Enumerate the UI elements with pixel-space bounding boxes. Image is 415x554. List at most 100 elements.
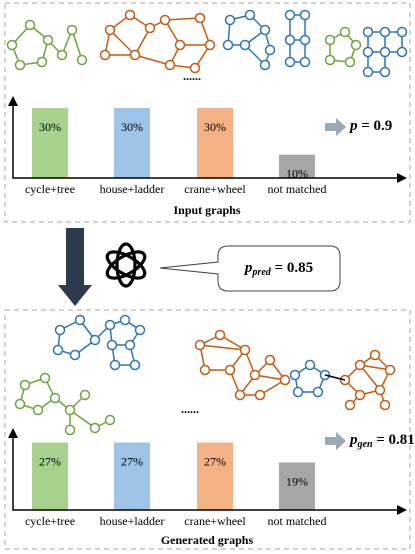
graph-node [299, 9, 311, 21]
axes [12, 98, 405, 179]
graph-node [299, 34, 311, 46]
graph-node [254, 389, 266, 401]
graph-node [32, 404, 44, 416]
graph-node [159, 14, 171, 26]
chart-title: Generated graphs [161, 533, 254, 547]
graph-node [362, 46, 374, 58]
graph-edge [199, 344, 246, 351]
graph-node [64, 404, 76, 416]
graph-node [6, 39, 18, 51]
graph-node [194, 12, 206, 24]
graph-node [204, 39, 216, 51]
pointer-arrow [325, 118, 346, 136]
graph-node [279, 374, 291, 386]
graph-node [36, 56, 48, 68]
graph-drawing [324, 26, 362, 68]
chart-title: Input graphs [173, 203, 240, 217]
callout-text: ppred = 0.85 [243, 260, 313, 278]
graph-node [239, 39, 251, 51]
graph-drawing [289, 359, 331, 398]
graph-node [362, 66, 374, 78]
graph-node [119, 314, 131, 326]
axes [12, 430, 405, 511]
graph-node [104, 414, 116, 426]
bar [197, 442, 233, 510]
graph-node [104, 24, 116, 36]
annotation-subscript: gen [357, 439, 373, 450]
pointer-arrow [325, 432, 346, 450]
axis-arrow [8, 96, 18, 106]
graph-node [234, 389, 246, 401]
graph-node [339, 26, 351, 38]
graph-edge [109, 29, 136, 56]
graph-node [189, 62, 201, 74]
graph-node [199, 364, 211, 376]
category-label: cycle+tree [25, 514, 75, 528]
graph-node [76, 54, 88, 66]
graph-node [129, 49, 141, 61]
category-label: house+ladder [100, 514, 165, 528]
graph-node [379, 26, 391, 38]
graph-node [344, 399, 356, 411]
graph-node [54, 324, 66, 336]
axis-arrow [397, 173, 407, 183]
llm-logo [105, 242, 147, 288]
value-label: 19% [286, 474, 308, 488]
graph-node [164, 59, 176, 71]
graph-drawing [99, 9, 216, 74]
graph-node [284, 56, 296, 68]
graph-node [324, 54, 336, 66]
graph-node [379, 46, 391, 58]
bar [32, 442, 68, 510]
annotation-value: = 0.81 [373, 432, 415, 448]
graph-node [379, 399, 391, 411]
graph-node [249, 369, 261, 381]
graph-node [69, 349, 81, 361]
graph-node [239, 344, 251, 356]
bar [197, 108, 233, 178]
graph-node [384, 364, 396, 376]
graph-node [354, 359, 366, 371]
graph-node [350, 39, 362, 51]
graph-node [284, 34, 296, 46]
graph-node [79, 389, 91, 401]
callout-bubble [159, 245, 341, 292]
bar [114, 108, 150, 178]
graph-edge [324, 374, 346, 381]
graph-node [374, 384, 386, 396]
graph-node [66, 24, 78, 36]
graph-node [134, 324, 146, 336]
graph-node [42, 34, 54, 46]
graph-node [99, 49, 111, 61]
graph-node [89, 334, 101, 346]
graph-node [362, 26, 374, 38]
value-label: 10% [286, 166, 308, 180]
value-label: 27% [204, 454, 226, 468]
category-label: cycle+tree [25, 182, 75, 196]
graph-node [124, 9, 136, 21]
generated-panel [4, 309, 411, 550]
category-label: not matched [268, 514, 327, 528]
graph-node [304, 359, 316, 371]
graph-node [174, 39, 186, 51]
graph-node [89, 422, 101, 434]
graph-node [19, 379, 31, 391]
graph-node [194, 339, 206, 351]
value-label: 27% [39, 454, 61, 468]
graph-node [324, 34, 336, 46]
graph-node [354, 389, 366, 401]
graph-node [106, 339, 118, 351]
graph-drawing [14, 372, 116, 436]
value-label: 30% [39, 120, 61, 134]
bar [279, 462, 315, 510]
graph-node [144, 22, 156, 34]
graph-node [289, 369, 301, 381]
graph-node [124, 339, 136, 351]
graph-node [74, 314, 86, 326]
value-label: 27% [121, 454, 143, 468]
graph-edge [71, 29, 83, 61]
graph-node [396, 46, 408, 58]
category-label: house+ladder [100, 182, 165, 196]
annotation: pgen = 0.81 [348, 432, 415, 450]
